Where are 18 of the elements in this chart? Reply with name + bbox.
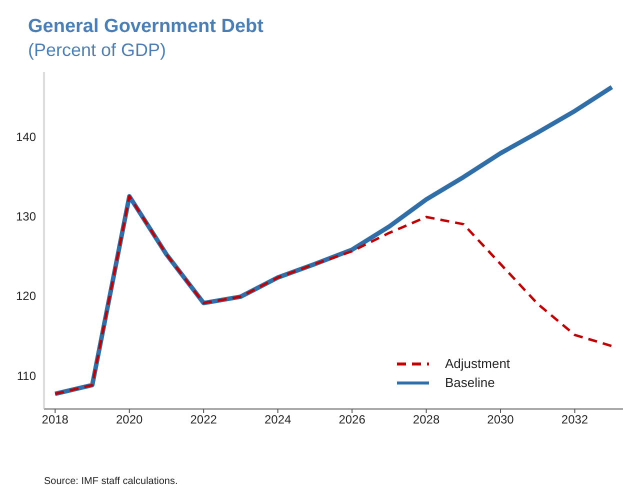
x-tick-label: 2020: [116, 412, 144, 427]
x-tick-label: 2018: [42, 412, 69, 427]
legend-label: Adjustment: [445, 356, 510, 371]
y-tick-label: 130: [16, 209, 36, 224]
chart-title: General Government Debt: [28, 16, 264, 38]
y-tick-label: 110: [16, 368, 36, 383]
x-tick-label: 2022: [190, 412, 218, 427]
line-series: [54, 195, 614, 396]
x-tick-label: 2028: [412, 412, 440, 427]
x-tick-label: 2026: [338, 412, 366, 427]
source-note: Source: IMF staff calculations.: [44, 476, 178, 487]
chart-subtitle: (Percent of GDP): [28, 40, 166, 61]
y-tick-label: 120: [16, 289, 36, 304]
x-tick-label: 2024: [264, 412, 292, 427]
x-tick-label: 2032: [561, 412, 588, 427]
x-tick-label: 2030: [487, 412, 514, 427]
legend-label: Baseline: [445, 375, 495, 390]
y-tick-label: 140: [16, 130, 36, 144]
